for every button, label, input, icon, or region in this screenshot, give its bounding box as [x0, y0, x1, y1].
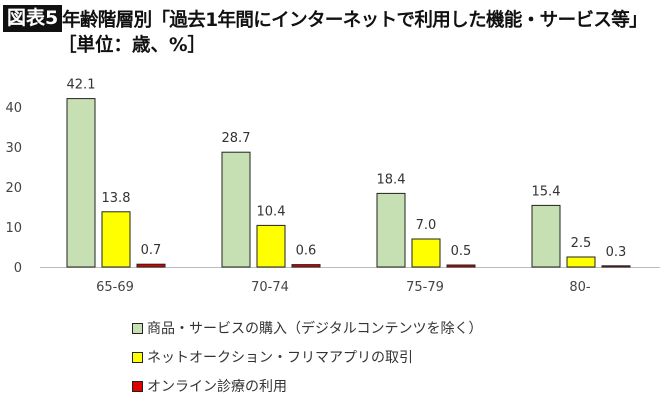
x-tick-label: 75-79	[406, 280, 444, 295]
data-label: 15.4	[532, 184, 561, 199]
bar	[136, 263, 166, 268]
data-label: 0.3	[606, 245, 627, 260]
x-tick-label: 80-	[569, 280, 591, 295]
bar	[291, 264, 321, 268]
data-label: 0.6	[296, 244, 317, 259]
data-label: 42.1	[67, 78, 96, 93]
y-tick-label: 30	[5, 141, 22, 156]
bar	[446, 264, 476, 268]
data-label: 28.7	[222, 131, 251, 146]
chart-subtitle: ［単位：歳、%］	[58, 35, 207, 56]
y-tick-label: 0	[14, 261, 22, 276]
data-label: 2.5	[571, 236, 592, 251]
legend-swatch	[132, 380, 143, 392]
figure-label: 図表5	[3, 5, 63, 32]
bar	[101, 211, 131, 268]
data-label: 7.0	[416, 218, 437, 233]
data-label: 10.4	[257, 204, 286, 219]
x-tick-label: 70-74	[251, 280, 289, 295]
legend-item: 商品・サービスの購入（デジタルコンテンツを除く）	[132, 318, 482, 338]
bar	[256, 224, 286, 268]
bar	[66, 98, 96, 268]
y-tick-label: 40	[5, 101, 22, 116]
bar	[376, 192, 406, 268]
legend-swatch	[132, 322, 143, 334]
x-tick-label: 65-69	[96, 280, 134, 295]
bar	[531, 204, 561, 268]
legend-label: オンライン診療の利用	[147, 379, 287, 395]
y-tick-label: 20	[5, 181, 22, 196]
data-label: 13.8	[102, 191, 131, 206]
bar	[566, 256, 596, 268]
bar	[221, 151, 251, 268]
legend-swatch	[132, 351, 143, 363]
legend-label: 商品・サービスの購入（デジタルコンテンツを除く）	[147, 321, 483, 337]
bar	[411, 238, 441, 268]
legend-item: ネットオークション・フリマアプリの取引	[132, 347, 413, 367]
data-label: 0.5	[451, 244, 472, 259]
legend-label: ネットオークション・フリマアプリの取引	[147, 350, 413, 366]
bar	[601, 265, 631, 268]
chart-title: 年齢階層別「過去1年間にインターネットで利用した機能・サービス等」	[62, 10, 648, 31]
data-label: 0.7	[141, 243, 162, 258]
y-tick-label: 10	[5, 221, 22, 236]
legend-item: オンライン診療の利用	[132, 376, 287, 396]
data-label: 18.4	[377, 172, 406, 187]
